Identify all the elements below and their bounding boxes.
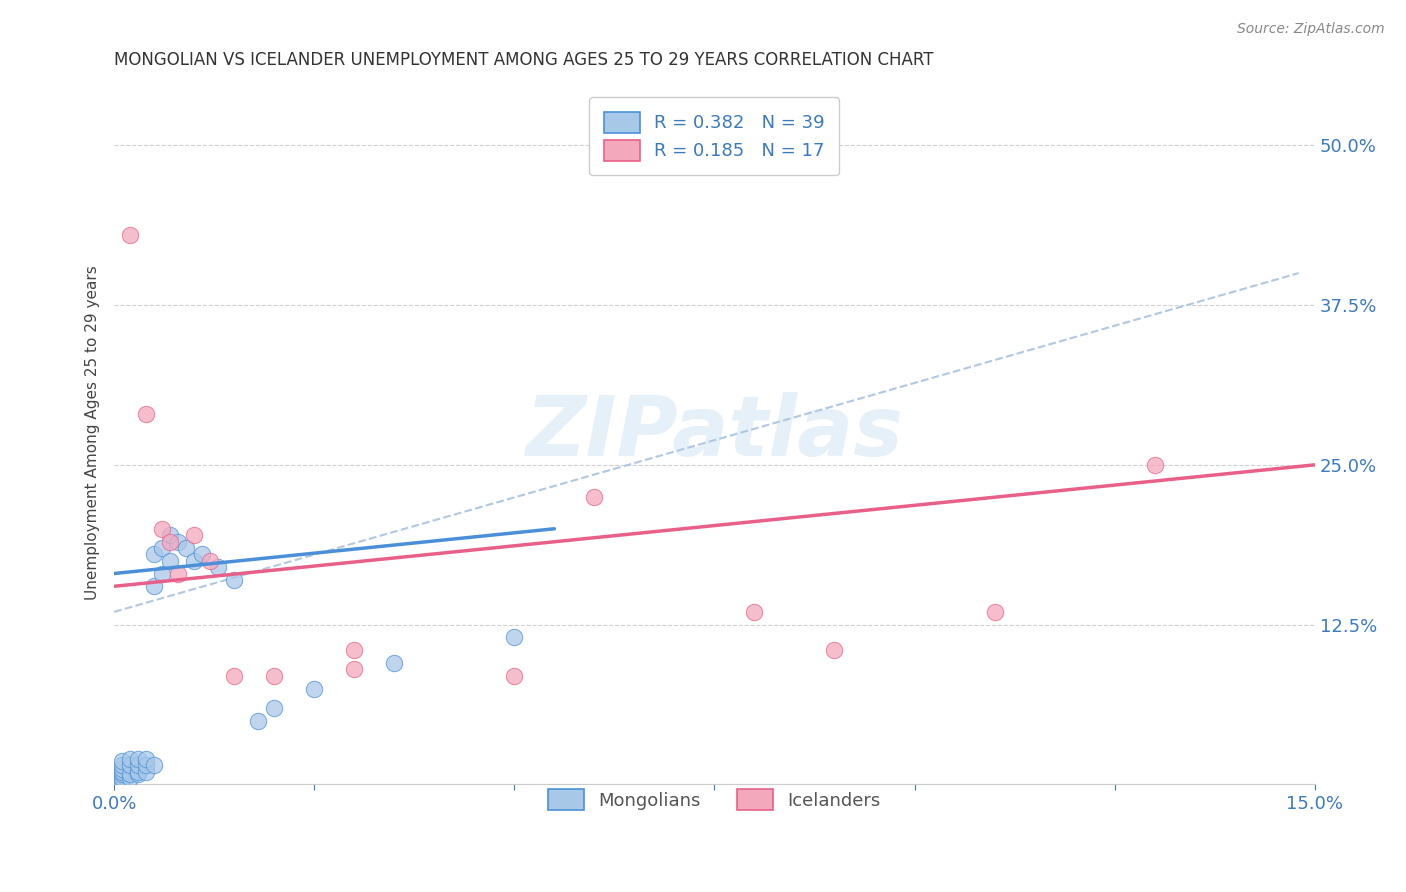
Point [150,566,173,581]
Point [120,752,142,766]
Point [174,541,197,555]
Point [159,528,181,542]
Point [343,662,366,676]
Point [120,767,142,781]
Point [382,656,405,670]
Point [159,554,181,568]
Text: ZIPatlas: ZIPatlas [526,392,904,474]
Text: Source: ZipAtlas.com: Source: ZipAtlas.com [1237,22,1385,37]
Point [207,560,229,574]
Y-axis label: Unemployment Among Ages 25 to 29 years: Unemployment Among Ages 25 to 29 years [86,266,100,600]
Point [744,605,766,619]
Point [143,758,166,772]
Point [143,547,166,561]
Point [143,579,166,593]
Point [150,541,173,555]
Point [103,772,125,787]
Point [111,764,134,779]
Point [183,554,205,568]
Point [135,407,157,421]
Point [503,669,526,683]
Legend: Mongolians, Icelanders: Mongolians, Icelanders [534,775,896,824]
Point [127,764,149,779]
Point [127,767,149,781]
Point [247,714,270,728]
Point [103,770,125,784]
Point [167,566,190,581]
Point [127,752,149,766]
Point [111,758,134,772]
Point [824,643,846,657]
Point [224,573,246,587]
Point [111,767,134,781]
Point [183,528,205,542]
Text: MONGOLIAN VS ICELANDER UNEMPLOYMENT AMONG AGES 25 TO 29 YEARS CORRELATION CHART: MONGOLIAN VS ICELANDER UNEMPLOYMENT AMON… [114,51,934,69]
Point [111,755,134,769]
Point [583,490,606,504]
Point [167,534,190,549]
Point [111,771,134,785]
Point [111,773,134,788]
Point [120,227,142,242]
Point [150,522,173,536]
Point [135,764,157,779]
Point [503,631,526,645]
Point [127,758,149,772]
Point [343,643,366,657]
Point [159,534,181,549]
Point [111,762,134,776]
Point [191,547,214,561]
Point [1143,458,1166,472]
Point [304,681,326,696]
Point [135,758,157,772]
Point [263,700,285,714]
Point [983,605,1005,619]
Point [120,771,142,785]
Point [120,758,142,772]
Point [103,775,125,789]
Point [224,669,246,683]
Point [135,752,157,766]
Point [263,669,285,683]
Point [200,554,222,568]
